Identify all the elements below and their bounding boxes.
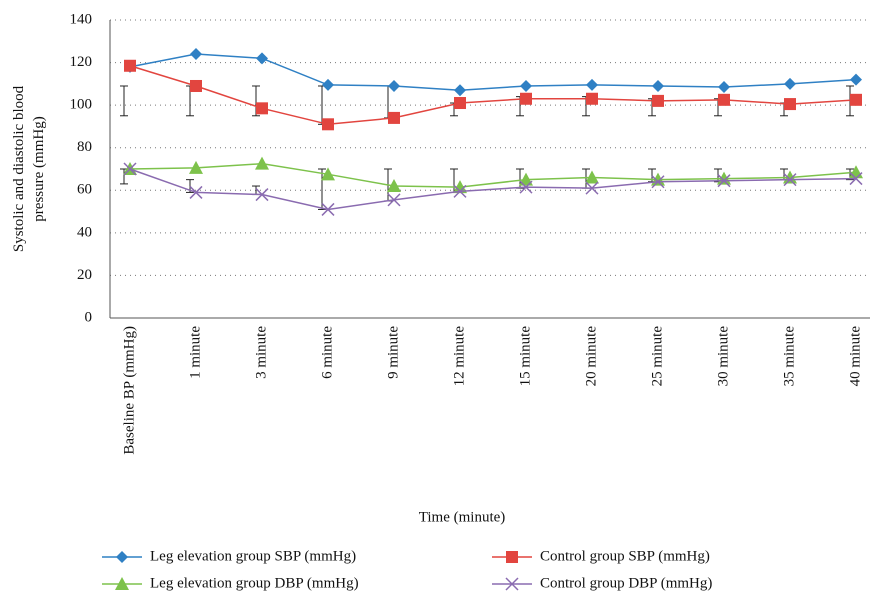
y-axis-title: Systolic and diastolic blood pressure (mm… — [11, 85, 47, 252]
marker — [255, 156, 269, 170]
marker — [321, 167, 335, 181]
marker — [652, 79, 664, 92]
series-line — [129, 65, 857, 126]
marker — [585, 170, 599, 184]
marker — [585, 181, 599, 195]
series-line — [129, 162, 857, 188]
x-tick-label: 9 minute — [385, 326, 401, 379]
series-line — [129, 168, 857, 211]
y-tick-label: 60 — [77, 182, 92, 198]
marker — [454, 84, 466, 97]
x-tick-label: 25 minute — [649, 326, 665, 387]
marker — [387, 193, 401, 207]
marker — [124, 59, 136, 72]
marker — [123, 162, 137, 176]
x-tick-label: 40 minute — [847, 326, 863, 387]
x-tick-label: Baseline BP (mmHg) — [121, 326, 137, 455]
marker — [850, 93, 862, 106]
marker — [387, 179, 401, 193]
legend-label: Control group DBP (mmHg) — [540, 575, 712, 591]
x-tick-label: 6 minute — [319, 326, 335, 379]
marker — [388, 111, 400, 124]
x-tick-label: 30 minute — [715, 326, 731, 387]
x-tick-label: 1 minute — [187, 326, 203, 379]
marker — [190, 48, 202, 61]
marker — [454, 97, 466, 110]
marker — [505, 577, 519, 591]
x-tick-label: 15 minute — [517, 326, 533, 387]
legend-label: Leg elevation group SBP (mmHg) — [150, 548, 356, 564]
marker — [189, 185, 203, 199]
marker — [783, 173, 797, 187]
marker — [849, 172, 863, 186]
marker — [717, 174, 731, 188]
error-bar — [120, 85, 128, 117]
marker — [115, 577, 129, 590]
marker — [322, 78, 334, 91]
marker — [586, 78, 598, 91]
marker — [718, 81, 730, 94]
marker — [520, 79, 532, 92]
y-tick-label: 40 — [77, 224, 92, 240]
marker — [255, 188, 269, 202]
x-tick-label: 12 minute — [451, 326, 467, 387]
x-tick-label: 35 minute — [781, 326, 797, 387]
marker — [506, 551, 518, 563]
marker — [189, 160, 203, 174]
x-tick-label: 20 minute — [583, 326, 599, 387]
marker — [520, 92, 532, 105]
marker — [849, 165, 863, 179]
y-tick-label: 20 — [77, 267, 92, 283]
marker — [388, 79, 400, 92]
marker — [519, 180, 533, 194]
marker — [116, 551, 128, 563]
x-axis-title: Time (minute) — [419, 509, 506, 525]
series-line — [129, 53, 857, 91]
marker — [718, 93, 730, 106]
marker — [256, 52, 268, 65]
y-tick-label: 140 — [70, 11, 93, 27]
marker — [652, 94, 664, 107]
x-tick-label: 3 minute — [253, 326, 269, 379]
y-tick-label: 80 — [77, 139, 92, 155]
marker — [453, 184, 467, 198]
marker — [322, 118, 334, 131]
marker — [519, 172, 533, 186]
marker — [256, 102, 268, 115]
marker — [784, 98, 796, 111]
marker — [850, 73, 862, 86]
marker — [784, 77, 796, 90]
marker — [651, 175, 665, 189]
legend-label: Leg elevation group DBP (mmHg) — [150, 575, 359, 591]
marker — [190, 79, 202, 92]
marker — [453, 180, 467, 194]
y-tick-label: 100 — [70, 97, 93, 113]
marker — [321, 202, 335, 216]
legend-label: Control group SBP (mmHg) — [540, 548, 710, 564]
marker — [586, 92, 598, 105]
y-tick-label: 0 — [85, 309, 93, 325]
y-tick-label: 120 — [70, 54, 93, 70]
